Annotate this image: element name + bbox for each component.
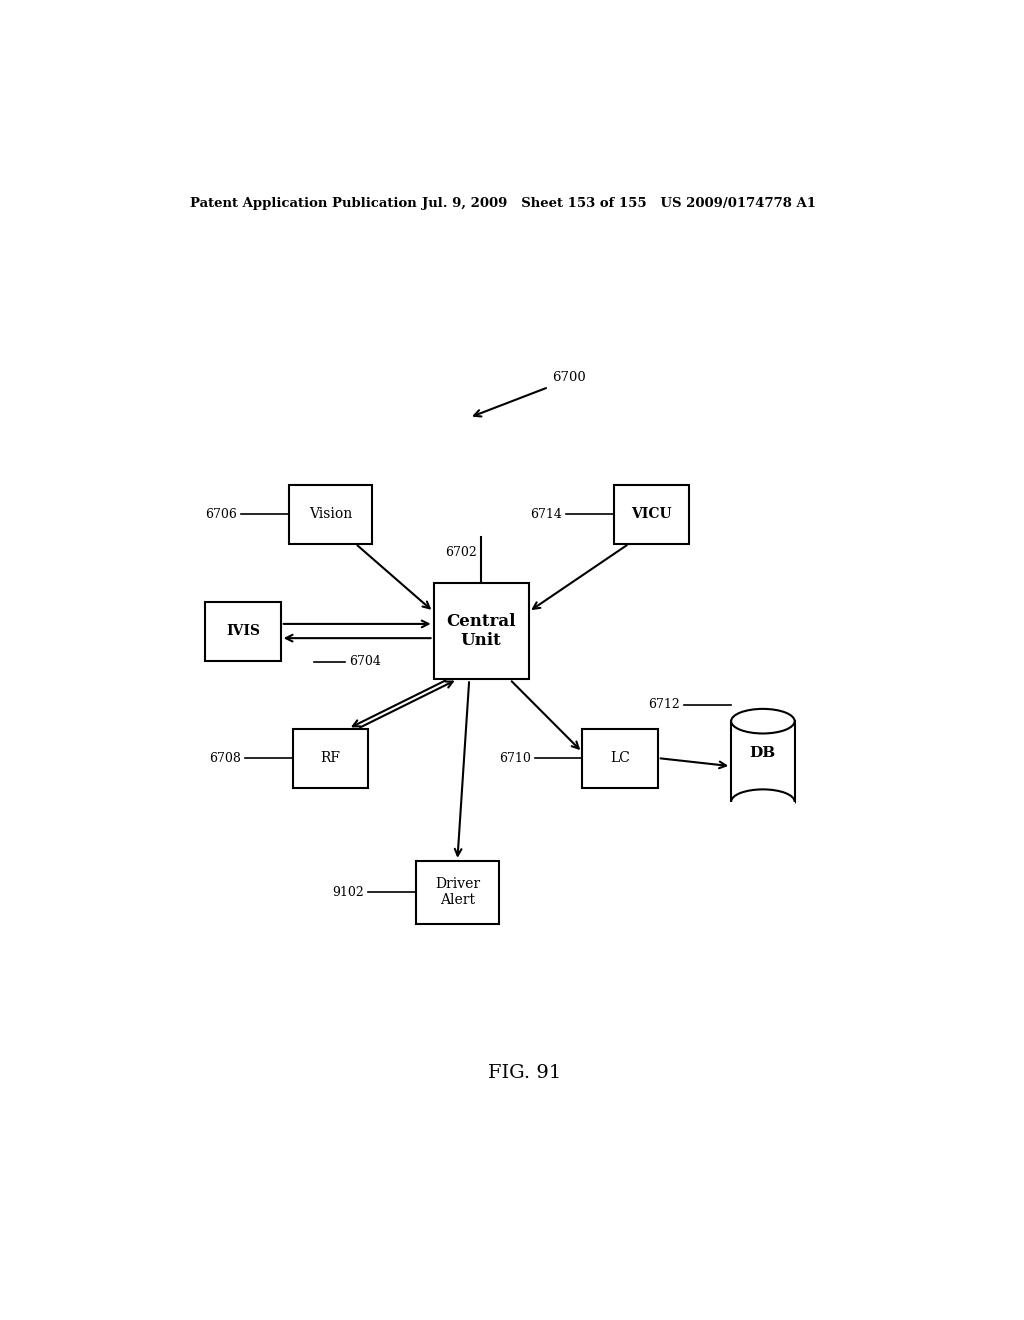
- Text: Vision: Vision: [309, 507, 352, 521]
- Bar: [293, 729, 368, 788]
- Text: VICU: VICU: [632, 507, 672, 521]
- Bar: [731, 721, 795, 801]
- Text: 6712: 6712: [648, 698, 680, 711]
- Text: RF: RF: [321, 751, 340, 766]
- Bar: [206, 602, 281, 660]
- Bar: [433, 582, 528, 680]
- Text: Patent Application Publication: Patent Application Publication: [189, 197, 417, 210]
- Text: 6702: 6702: [445, 545, 477, 558]
- Text: Jul. 9, 2009   Sheet 153 of 155   US 2009/0174778 A1: Jul. 9, 2009 Sheet 153 of 155 US 2009/01…: [422, 197, 816, 210]
- Text: 6708: 6708: [209, 751, 241, 764]
- Text: 6704: 6704: [349, 655, 381, 668]
- Text: FIG. 91: FIG. 91: [488, 1064, 561, 1082]
- Text: Driver
Alert: Driver Alert: [435, 878, 480, 907]
- Ellipse shape: [731, 789, 795, 814]
- Text: 6706: 6706: [205, 508, 238, 520]
- Ellipse shape: [731, 709, 795, 734]
- Text: Central
Unit: Central Unit: [446, 612, 516, 649]
- Text: DB: DB: [750, 746, 776, 760]
- Text: 6714: 6714: [530, 508, 562, 520]
- Text: 9102: 9102: [333, 886, 365, 899]
- Bar: [583, 729, 657, 788]
- Bar: [416, 861, 499, 924]
- Text: 6710: 6710: [499, 751, 530, 764]
- Bar: [289, 484, 372, 544]
- Text: LC: LC: [610, 751, 630, 766]
- Bar: [730, 801, 796, 814]
- Text: 6700: 6700: [553, 371, 587, 384]
- Text: IVIS: IVIS: [226, 624, 260, 638]
- Bar: [614, 484, 689, 544]
